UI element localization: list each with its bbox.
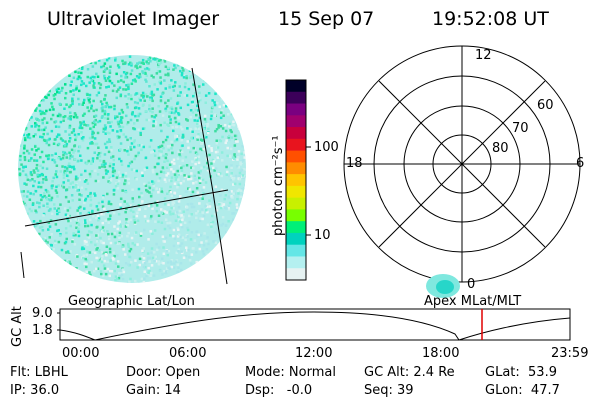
polar-label-80: 80 [492, 141, 509, 156]
x-tick-2359: 23:59 [551, 346, 589, 361]
dsp-status: Dsp: -0.0 [245, 383, 313, 398]
colorbar-band [286, 232, 306, 246]
time-label: 19:52:08 UT [432, 8, 549, 30]
polar-label-0: 0 [467, 277, 476, 292]
gain-status: Gain: 14 [126, 383, 181, 398]
colorbar-label-100: 100 [314, 140, 339, 155]
colorbar-band [286, 115, 306, 128]
colorbar-band [286, 162, 306, 175]
apex-mlat-label: Apex MLat/MLT [424, 294, 522, 309]
colorbar-label-10: 10 [314, 228, 331, 243]
polar-label-12: 12 [475, 48, 492, 63]
mode-status: Mode: Normal [245, 365, 336, 380]
y-tick-1-8: 1.8 [32, 323, 53, 338]
lat-grid-line [24, 189, 229, 227]
glon-status: GLon: 47.7 [485, 383, 560, 398]
colorbar-band [286, 91, 306, 105]
filter-status: Flt: LBHL [10, 365, 68, 380]
colorbar-band [286, 138, 306, 152]
colorbar-band [286, 221, 306, 234]
polar-plot [343, 45, 581, 283]
colorbar-band [286, 244, 306, 257]
colorbar-band [286, 127, 306, 140]
seq-status: Seq: 39 [364, 383, 414, 398]
colorbar-band [286, 174, 306, 187]
edge-grid-line [20, 251, 25, 279]
color-bar [286, 80, 306, 281]
x-tick-1200: 12:00 [295, 346, 333, 361]
ip-status: IP: 36.0 [10, 383, 60, 398]
colorbar-unit-label: photon cm⁻²s⁻¹ [271, 135, 286, 236]
polar-label-18: 18 [346, 156, 363, 171]
polar-label-70: 70 [512, 121, 529, 136]
x-tick-1800: 18:00 [422, 346, 460, 361]
gc-alt-axis-title: GC Alt [10, 306, 25, 347]
colorbar-band [286, 197, 306, 210]
y-tick-9: 9.0 [32, 306, 53, 321]
x-tick-0600: 06:00 [169, 346, 207, 361]
aurora-spot [426, 274, 460, 298]
colorbar-band [286, 150, 306, 163]
altitude-curve [59, 311, 571, 341]
instrument-title: Ultraviolet Imager [47, 8, 220, 30]
colorbar-band [286, 268, 306, 281]
date-label: 15 Sep 07 [278, 8, 375, 30]
uv-disk-image [18, 55, 246, 283]
glat-status: GLat: 53.9 [485, 365, 557, 380]
altitude-strip-chart [57, 308, 571, 341]
lon-grid-line [191, 67, 214, 193]
geo-latlon-label: Geographic Lat/Lon [68, 294, 195, 309]
colorbar-band [286, 256, 306, 269]
colorbar-band [286, 103, 306, 116]
x-tick-0000: 00:00 [62, 346, 100, 361]
colorbar-band [286, 209, 306, 222]
lon-grid-line-lower [212, 191, 228, 285]
gc-alt-status: GC Alt: 2.4 Re [364, 365, 455, 380]
colorbar-band [286, 80, 306, 93]
polar-label-6: 6 [576, 156, 585, 171]
colorbar-band [286, 185, 306, 199]
polar-label-60: 60 [537, 98, 554, 113]
door-status: Door: Open [126, 365, 201, 380]
